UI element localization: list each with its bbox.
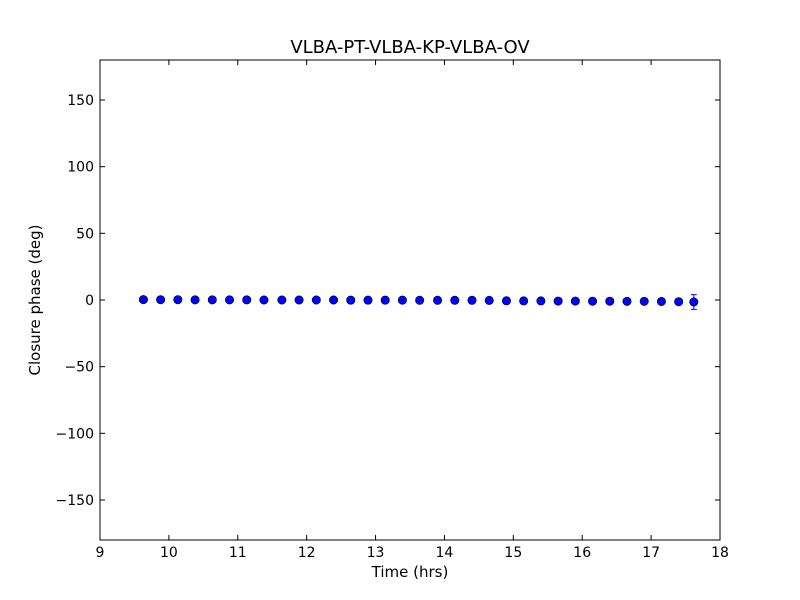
y-tick-label: −150 — [56, 493, 94, 509]
data-point — [570, 296, 580, 306]
data-point — [433, 295, 443, 305]
data-point — [311, 295, 321, 305]
x-tick-label: 14 — [436, 545, 454, 561]
data-point — [242, 295, 252, 305]
data-point — [519, 296, 529, 306]
data-point — [380, 295, 390, 305]
x-axis: 9 10 11 12 13 14 15 16 17 18 — [96, 60, 729, 561]
data-point — [415, 295, 425, 305]
data-point — [467, 295, 477, 305]
data-point — [689, 297, 699, 307]
y-axis: −150 −100 −50 0 50 100 150 — [56, 93, 720, 509]
data-point — [536, 296, 546, 306]
data-point — [484, 295, 494, 305]
x-tick-label: 18 — [711, 545, 729, 561]
data-point — [674, 297, 684, 307]
data-point — [605, 296, 615, 306]
data-point — [450, 295, 460, 305]
data-point — [397, 295, 407, 305]
y-tick-label: −100 — [56, 426, 94, 442]
x-tick-label: 9 — [96, 545, 105, 561]
data-point — [294, 295, 304, 305]
x-axis-label: Time (hrs) — [371, 563, 449, 581]
data-point — [622, 296, 632, 306]
data-point — [207, 295, 217, 305]
y-tick-label: 150 — [67, 93, 94, 109]
data-point — [329, 295, 339, 305]
x-tick-label: 15 — [504, 545, 522, 561]
x-tick-label: 17 — [642, 545, 660, 561]
chart-title: VLBA-PT-VLBA-KP-VLBA-OV — [290, 37, 530, 58]
data-point — [225, 295, 235, 305]
x-tick-label: 10 — [160, 545, 178, 561]
data-point — [277, 295, 287, 305]
y-tick-label: −50 — [64, 360, 94, 376]
data-point — [363, 295, 373, 305]
y-tick-label: 0 — [85, 293, 94, 309]
data-point — [138, 295, 148, 305]
data-point — [656, 296, 666, 306]
x-tick-label: 11 — [229, 545, 247, 561]
x-tick-label: 13 — [367, 545, 385, 561]
y-axis-label: Closure phase (deg) — [26, 225, 44, 376]
data-point — [588, 296, 598, 306]
data-point — [259, 295, 269, 305]
y-tick-label: 100 — [67, 160, 94, 176]
x-tick-label: 16 — [573, 545, 591, 561]
data-point — [639, 296, 649, 306]
data-point — [156, 295, 166, 305]
data-point — [190, 295, 200, 305]
data-point — [173, 295, 183, 305]
plot-area — [138, 294, 699, 310]
data-point — [346, 295, 356, 305]
x-tick-label: 12 — [298, 545, 316, 561]
data-point — [553, 296, 563, 306]
y-tick-label: 50 — [76, 226, 94, 242]
data-point — [501, 296, 511, 306]
